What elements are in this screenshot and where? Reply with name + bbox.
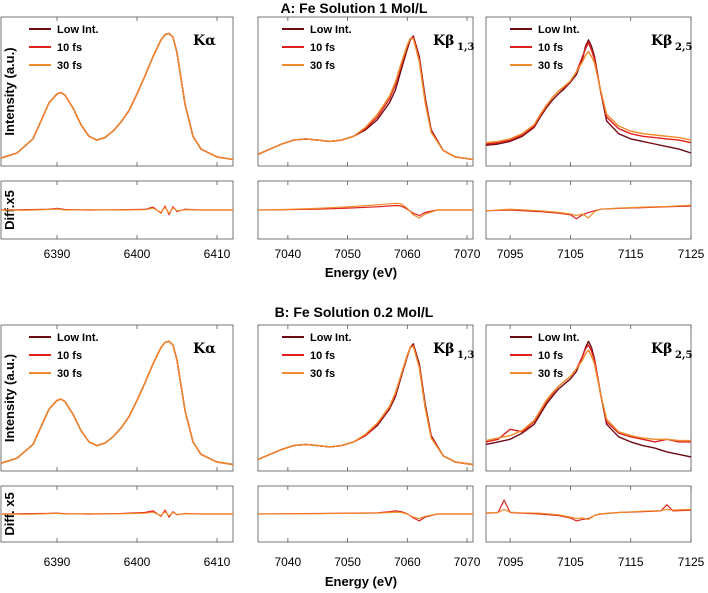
y-axis-label: Intensity (a.u.) [2, 47, 17, 135]
x-tick-label: 7095 [497, 247, 524, 261]
legend-entry: 10 fs [57, 42, 82, 54]
spectrum-axes-frame [0, 16, 234, 167]
difference-line-10-fs [257, 204, 473, 217]
legend-entry: Low Int. [57, 332, 99, 344]
legend-entry: Low Int. [538, 332, 580, 344]
spectrum-line-30-fs [485, 50, 692, 144]
x-tick-label: 7070 [454, 555, 481, 569]
difference-axes-frame [485, 180, 692, 240]
spectrum-axes-frame [0, 324, 234, 472]
legend-entry: 30 fs [57, 368, 82, 380]
x-tick-label: 7125 [678, 247, 705, 261]
x-tick-label: 7050 [334, 555, 361, 569]
chart-title: B: Fe Solution 0.2 Mol/L [275, 304, 434, 320]
spectrum-axes-frame [485, 16, 692, 167]
legend-entry: 10 fs [538, 350, 563, 362]
spectrum-line-low-int [0, 340, 234, 466]
x-tick-label: 6390 [44, 555, 71, 569]
legend-entry: 10 fs [310, 42, 335, 54]
legend-entry: Low Int. [310, 24, 352, 36]
spectrum-axes-frame [257, 16, 474, 167]
legend-entry: 30 fs [538, 368, 563, 380]
spectrum-line-10-fs [485, 344, 691, 443]
difference-axes-frame [485, 485, 692, 543]
x-axis-label: Energy (eV) [325, 574, 397, 589]
spectrum-axes-frame [257, 324, 474, 472]
x-tick-label: 7040 [275, 555, 302, 569]
peak-label: Kβ [433, 33, 454, 49]
legend-entry: 30 fs [310, 60, 335, 72]
spectrum-line-low-int [0, 32, 234, 161]
legend-entry: Low Int. [538, 24, 580, 36]
legend-entry: 30 fs [57, 60, 82, 72]
x-tick-label: 6410 [204, 555, 231, 569]
x-tick-label: 7095 [497, 555, 524, 569]
legend-entry: Low Int. [310, 332, 352, 344]
x-tick-label: 7070 [454, 247, 481, 261]
chart-title: A: Fe Solution 1 Mol/L [281, 0, 428, 16]
x-tick-label: 7105 [557, 247, 584, 261]
legend-entry: 10 fs [538, 42, 563, 54]
panel-ka: 6390 6400 6410 Low Int. 10 fs 30 fs Kα [0, 16, 234, 261]
spectrum-line-10-fs [0, 32, 234, 161]
spectrum-line-30-fs [257, 37, 474, 161]
x-axis-label: Energy (eV) [325, 265, 397, 280]
x-tick-label: 7060 [394, 247, 421, 261]
x-tick-label: 7125 [678, 555, 705, 569]
legend-entry: Low Int. [57, 24, 99, 36]
difference-line-10-fs [257, 510, 473, 522]
difference-line-30-fs [0, 206, 233, 215]
peak-label: Kα [193, 33, 216, 49]
spectrum-line-30-fs [0, 340, 234, 466]
panel-kb13: 7040 7050 7060 7070 Low Int. 10 fs 30 fs Kβ 1,3 [257, 16, 481, 261]
spectrum-line-10-fs [0, 340, 234, 466]
x-tick-label: 7115 [618, 555, 644, 569]
x-tick-label: 6410 [204, 247, 231, 261]
peak-label-subscript: 1,3 [457, 350, 474, 361]
panel-kb25: 7095 7105 7115 7125 Low Int. 10 fs 30 fs Kβ 2,5 [485, 324, 705, 569]
difference-line-30-fs [0, 511, 233, 517]
panel-kb25: 7095 7105 7115 7125 Low Int. 10 fs 30 fs Kβ 2,5 [485, 16, 705, 261]
x-tick-label: 6400 [124, 555, 151, 569]
chart-section-b: B: Fe Solution 0.2 Mol/L Intensity (a.u.)… [0, 304, 705, 589]
legend-entry: 30 fs [310, 368, 335, 380]
x-tick-label: 7050 [334, 247, 361, 261]
y-axis-label: Intensity (a.u.) [2, 354, 17, 442]
spectrum-line-30-fs [257, 345, 474, 466]
panel-kb13: 7040 7050 7060 7070 Low Int. 10 fs 30 fs Kβ 1,3 [257, 324, 481, 569]
difference-line-30-fs [485, 204, 692, 219]
difference-line-30-fs [257, 511, 473, 520]
peak-label: Kβ [651, 33, 672, 49]
spectrum-line-10-fs [485, 41, 692, 145]
x-tick-label: 7060 [394, 555, 421, 569]
difference-line-30-fs [257, 202, 473, 219]
peak-label-subscript: 2,5 [675, 350, 692, 361]
spectrum-line-30-fs [0, 32, 234, 161]
legend-entry: 10 fs [310, 350, 335, 362]
x-tick-label: 6400 [124, 247, 151, 261]
panel-ka: 6390 6400 6410 Low Int. 10 fs 30 fs Kα [0, 324, 234, 569]
spectrum-axes-frame [485, 324, 692, 472]
x-tick-label: 7105 [557, 555, 584, 569]
peak-label-subscript: 1,3 [457, 42, 474, 53]
peak-label: Kβ [651, 341, 672, 357]
difference-line-30-fs [485, 508, 692, 521]
peak-label: Kβ [433, 341, 454, 357]
legend-entry: 30 fs [538, 60, 563, 72]
peak-label-subscript: 2,5 [675, 42, 692, 53]
legend-entry: 10 fs [57, 350, 82, 362]
x-tick-label: 6390 [44, 247, 71, 261]
peak-label: Kα [193, 341, 216, 357]
x-tick-label: 7115 [618, 247, 644, 261]
difference-line-10-fs [485, 205, 692, 220]
spectrum-line-30-fs [485, 349, 691, 442]
x-tick-label: 7040 [275, 247, 302, 261]
